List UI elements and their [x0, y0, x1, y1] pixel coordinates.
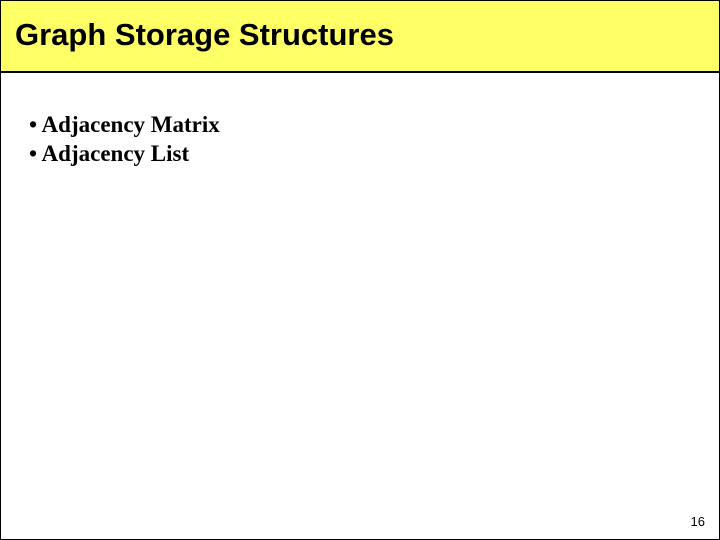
bullet-marker: • [29, 112, 37, 137]
slide-body: • Adjacency Matrix • Adjacency List [29, 111, 691, 169]
slide: Graph Storage Structures • Adjacency Mat… [0, 0, 720, 540]
slide-title: Graph Storage Structures [15, 17, 394, 52]
title-band: Graph Storage Structures [1, 1, 719, 73]
bullet-text: Adjacency Matrix [42, 112, 220, 137]
page-number: 16 [691, 514, 705, 529]
bullet-marker: • [29, 141, 37, 166]
bullet-item: • Adjacency Matrix [29, 111, 691, 140]
bullet-item: • Adjacency List [29, 140, 691, 169]
bullet-text: Adjacency List [42, 141, 190, 166]
